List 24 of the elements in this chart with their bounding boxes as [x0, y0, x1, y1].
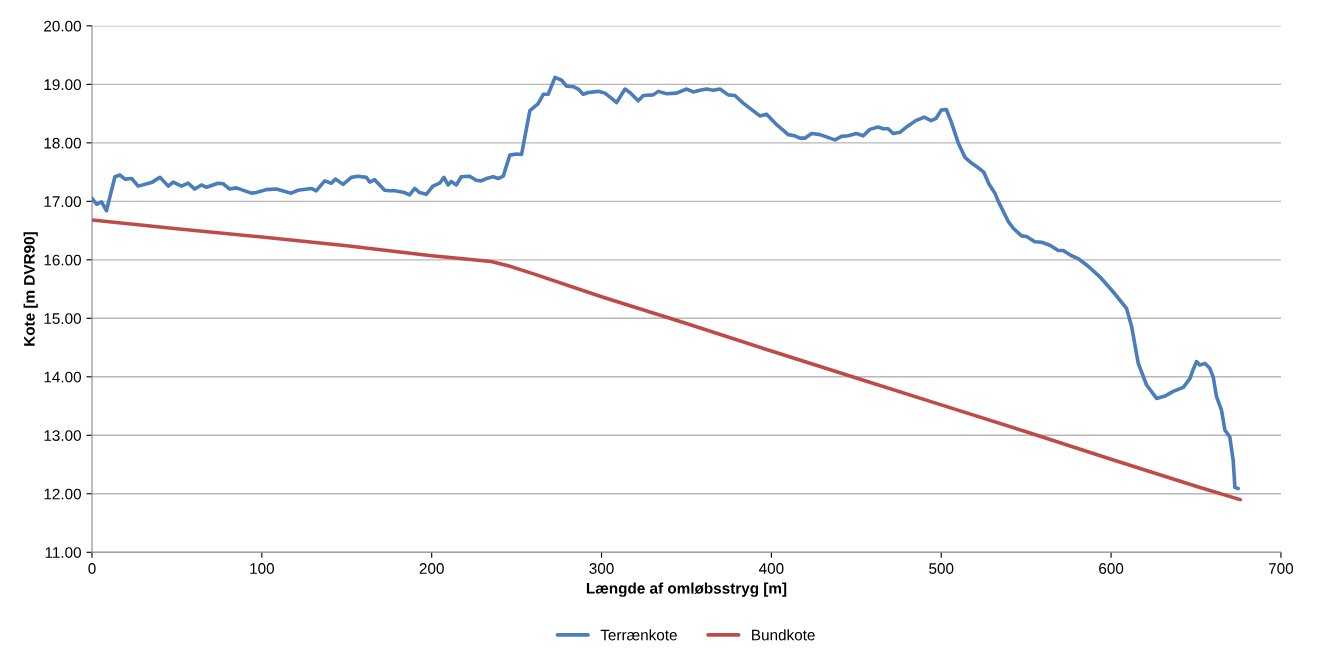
y-tick-label: 14.00 [44, 371, 81, 383]
y-tick-label: 18.00 [44, 137, 81, 149]
y-tick-label: 17.00 [44, 196, 81, 208]
x-tick-label: 0 [88, 563, 96, 574]
y-tick-label: 16.00 [44, 254, 81, 266]
x-tick-label: 700 [1268, 563, 1294, 574]
y-tick-label: 11.00 [45, 547, 81, 558]
line-series [92, 218, 1242, 502]
y-tick-label: 15.00 [44, 313, 81, 324]
legend-label: Terrænkote [600, 629, 677, 641]
y-tick-label: 13.00 [44, 430, 81, 441]
x-tick-label: 500 [929, 563, 954, 574]
y-tick-label: 20.00 [44, 20, 81, 32]
y-tick-label: 19.00 [44, 79, 81, 91]
x-tick-label: 100 [250, 563, 274, 574]
x-tick-label: 400 [759, 563, 784, 574]
y-tick-label: 12.00 [44, 488, 81, 500]
x-axis-title: Længde af omløbsstryg [m] [586, 582, 787, 597]
x-tick-label: 200 [419, 563, 444, 574]
line-series [92, 75, 1240, 491]
x-tick-label: 300 [589, 563, 614, 574]
y-axis-title: Kote [m DVR90] [23, 232, 38, 346]
legend-label: Bundkote [752, 629, 815, 641]
x-tick-label: 600 [1099, 563, 1124, 574]
